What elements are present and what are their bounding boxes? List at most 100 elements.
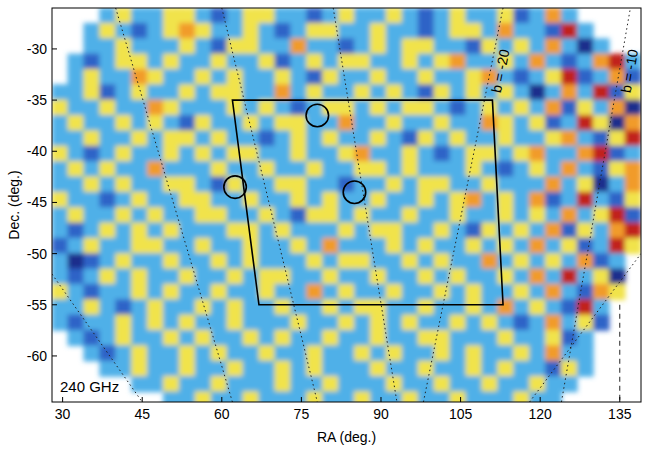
map-cell — [529, 130, 546, 146]
map-cell — [243, 54, 260, 70]
map-cell — [402, 146, 419, 162]
map-cell — [609, 223, 626, 239]
map-cell — [68, 238, 85, 254]
map-cell — [513, 192, 530, 208]
map-cell — [402, 330, 419, 346]
map-cell — [83, 69, 100, 85]
map-cell — [274, 115, 291, 131]
map-cell — [402, 284, 419, 300]
map-cell — [306, 54, 323, 70]
map-cell — [402, 115, 419, 131]
map-cell — [338, 345, 355, 361]
map-cell — [370, 269, 387, 285]
map-cell — [513, 376, 530, 392]
map-cell — [147, 207, 164, 223]
map-cell — [529, 223, 546, 239]
map-cell — [227, 176, 244, 192]
x-tick-label: 60 — [214, 406, 230, 422]
map-cell — [99, 54, 116, 70]
map-cell — [418, 161, 435, 177]
map-cell — [68, 223, 85, 239]
map-cell — [52, 299, 68, 315]
map-cell — [529, 84, 546, 100]
map-cell — [290, 176, 307, 192]
map-cell — [163, 100, 180, 116]
line-label: b = -20 — [488, 48, 512, 94]
map-cell — [115, 130, 132, 146]
map-cell — [211, 391, 228, 402]
map-cell — [609, 284, 626, 300]
map-cell — [561, 269, 578, 285]
map-cell — [322, 376, 339, 392]
map-cell — [497, 146, 514, 162]
map-cell — [386, 361, 403, 377]
map-cell — [609, 207, 626, 223]
coordinate-line — [222, 8, 318, 402]
map-cell — [115, 269, 132, 285]
map-cell — [593, 100, 610, 116]
map-cell — [465, 176, 482, 192]
map-cell — [68, 100, 85, 116]
map-cell — [386, 269, 403, 285]
map-cell — [545, 84, 562, 100]
map-cell — [274, 84, 291, 100]
map-cell — [418, 345, 435, 361]
map-cell — [290, 269, 307, 285]
map-cell — [322, 238, 339, 254]
map-cell — [386, 223, 403, 239]
map-cell — [274, 253, 291, 269]
map-cell — [211, 192, 228, 208]
map-cell — [115, 284, 132, 300]
map-cell — [163, 284, 180, 300]
map-cell — [68, 69, 85, 85]
map-cell — [83, 330, 100, 346]
map-cell — [227, 345, 244, 361]
map-cell — [243, 345, 260, 361]
map-cell — [211, 23, 228, 39]
map-cell — [418, 376, 435, 392]
map-cell — [609, 146, 626, 162]
y-tick-label: -45 — [27, 194, 47, 210]
map-cell — [211, 376, 228, 392]
map-cell — [179, 269, 196, 285]
map-cell — [338, 238, 355, 254]
map-cell — [99, 23, 116, 39]
map-cell — [274, 54, 291, 70]
map-cell — [274, 161, 291, 177]
map-cell — [227, 376, 244, 392]
map-cell — [577, 176, 594, 192]
map-cell — [609, 100, 626, 116]
map-cell — [179, 315, 196, 331]
map-cell — [227, 207, 244, 223]
map-cell — [402, 69, 419, 85]
map-cell — [115, 8, 132, 24]
map-cell — [83, 223, 100, 239]
map-cell — [338, 84, 355, 100]
map-cell — [561, 176, 578, 192]
map-cell — [497, 391, 514, 402]
map-cell — [450, 84, 467, 100]
map-cell — [386, 299, 403, 315]
map-cell — [577, 115, 594, 131]
map-cell — [354, 315, 371, 331]
map-cell — [115, 38, 132, 54]
map-cell — [195, 284, 212, 300]
map-cell — [513, 315, 530, 331]
map-cell — [274, 238, 291, 254]
map-cell — [322, 69, 339, 85]
x-tick-label: 75 — [294, 406, 310, 422]
map-cell — [322, 345, 339, 361]
map-cell — [450, 161, 467, 177]
map-cell — [370, 38, 387, 54]
map-cell — [386, 376, 403, 392]
map-cell — [68, 146, 85, 162]
map-cell — [386, 54, 403, 70]
x-tick-label: 90 — [373, 406, 389, 422]
map-cell — [274, 38, 291, 54]
map-cell — [131, 315, 148, 331]
map-cell — [259, 207, 276, 223]
map-cell — [513, 299, 530, 315]
map-cell — [274, 100, 291, 116]
map-cell — [306, 269, 323, 285]
map-cell — [211, 238, 228, 254]
